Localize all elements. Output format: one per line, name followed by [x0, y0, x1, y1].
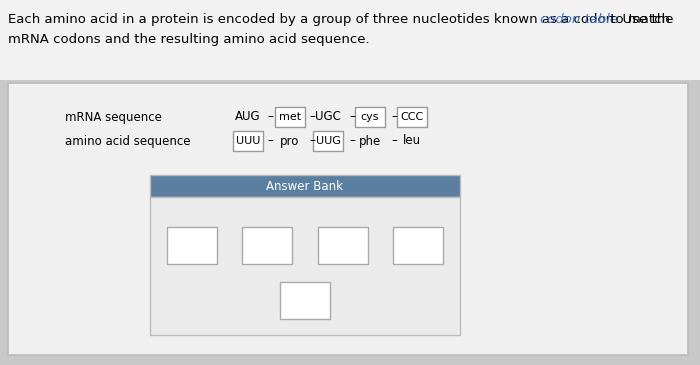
FancyBboxPatch shape	[355, 107, 385, 127]
FancyBboxPatch shape	[0, 0, 700, 80]
FancyBboxPatch shape	[167, 227, 217, 264]
Text: –: –	[391, 134, 397, 147]
Text: AUG: AUG	[235, 111, 261, 123]
Text: to match: to match	[606, 13, 670, 26]
FancyBboxPatch shape	[280, 282, 330, 319]
FancyBboxPatch shape	[150, 175, 460, 197]
FancyBboxPatch shape	[242, 227, 293, 264]
Text: leu: leu	[403, 134, 421, 147]
Text: cys: cys	[360, 112, 379, 122]
Text: –: –	[349, 111, 355, 123]
Text: UGC: UGC	[315, 111, 341, 123]
Text: –: –	[391, 111, 397, 123]
Text: amino acid sequence: amino acid sequence	[65, 134, 190, 147]
FancyBboxPatch shape	[233, 131, 263, 151]
Text: met: met	[279, 112, 301, 122]
FancyBboxPatch shape	[318, 227, 368, 264]
Text: codon table: codon table	[540, 13, 618, 26]
Text: mRNA sequence: mRNA sequence	[65, 111, 162, 123]
Text: CCC: CCC	[400, 112, 424, 122]
FancyBboxPatch shape	[275, 107, 305, 127]
Text: phe: phe	[359, 134, 381, 147]
FancyBboxPatch shape	[397, 107, 427, 127]
Text: UUG: UUG	[316, 136, 340, 146]
FancyBboxPatch shape	[8, 83, 688, 355]
Text: –: –	[309, 134, 315, 147]
FancyBboxPatch shape	[313, 131, 343, 151]
FancyBboxPatch shape	[393, 227, 443, 264]
Text: pro: pro	[280, 134, 300, 147]
Text: Each amino acid in a protein is encoded by a group of three nucleotides known as: Each amino acid in a protein is encoded …	[8, 13, 678, 26]
Text: Answer Bank: Answer Bank	[267, 180, 344, 192]
FancyBboxPatch shape	[150, 197, 460, 335]
Text: –: –	[267, 134, 273, 147]
Text: mRNA codons and the resulting amino acid sequence.: mRNA codons and the resulting amino acid…	[8, 33, 370, 46]
Text: UUU: UUU	[236, 136, 260, 146]
Text: –: –	[349, 134, 355, 147]
Text: –: –	[309, 111, 315, 123]
Text: –: –	[267, 111, 273, 123]
